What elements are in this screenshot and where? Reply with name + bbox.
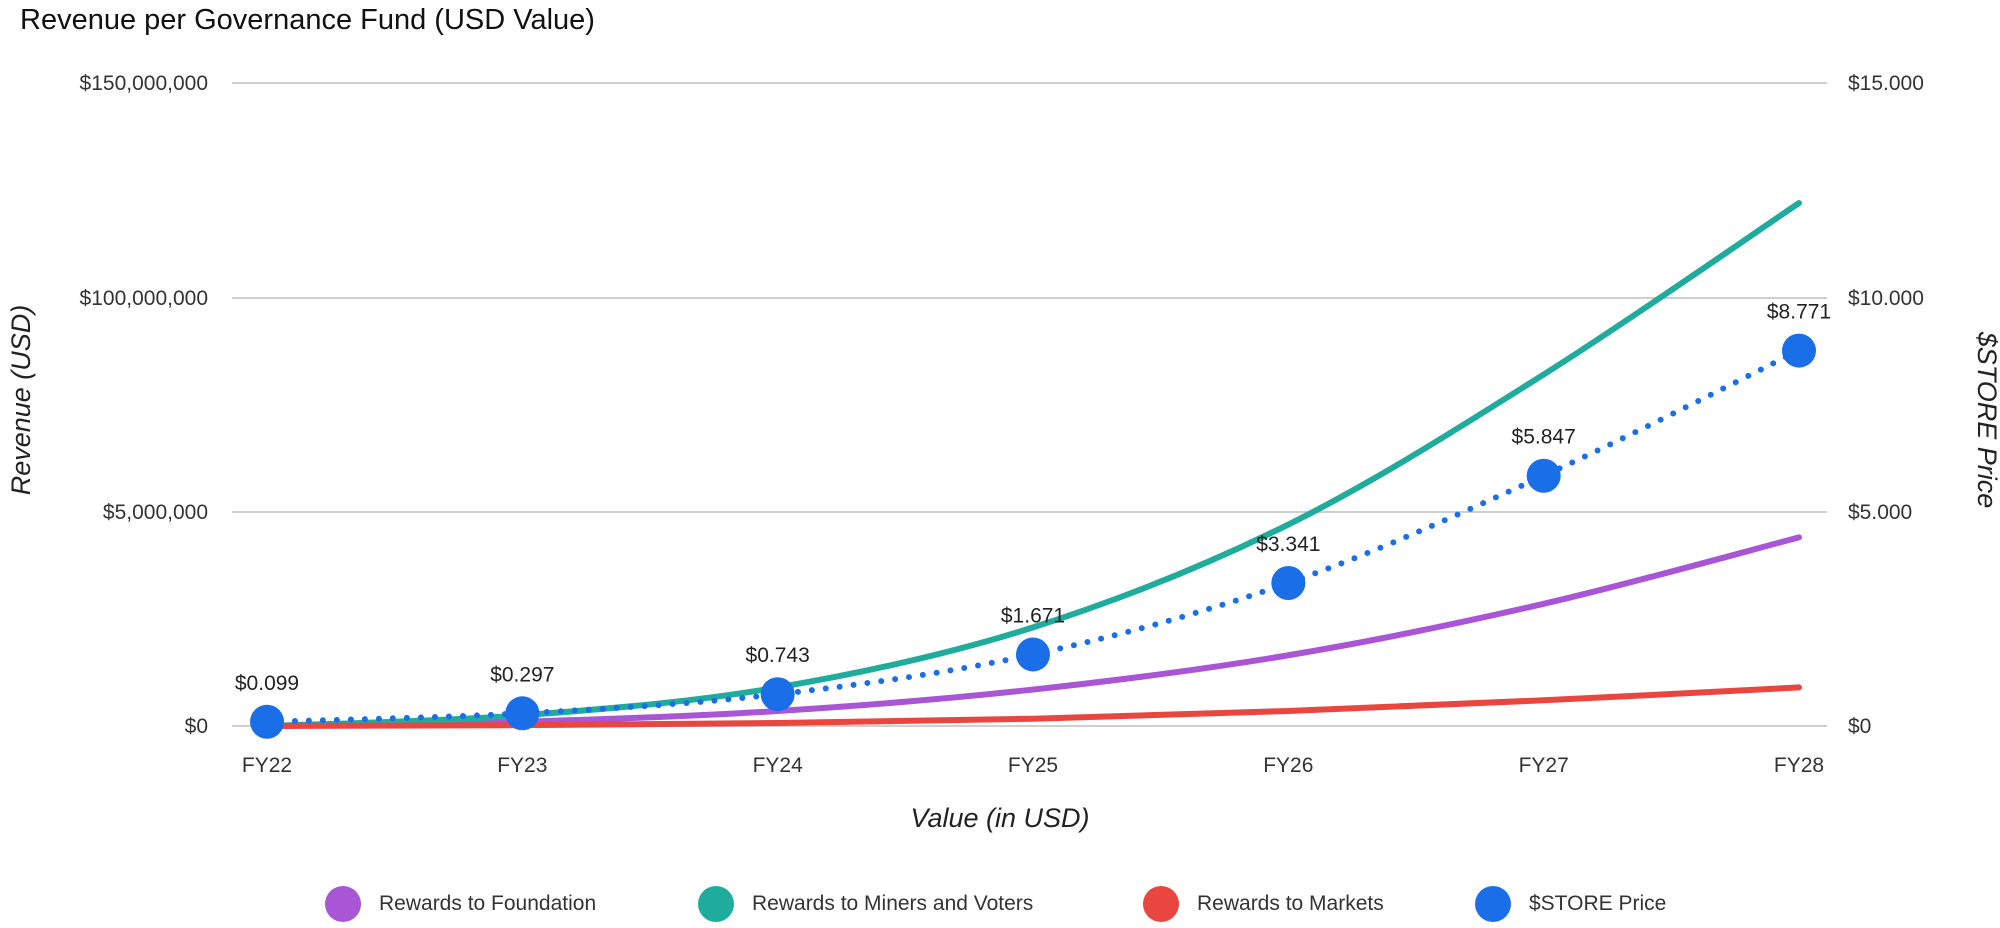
- x-tick-label: FY26: [1263, 754, 1313, 777]
- price-marker: [505, 696, 540, 731]
- legend-item: Rewards to Markets: [1143, 886, 1384, 922]
- legend-item: $STORE Price: [1475, 886, 1666, 922]
- legend-swatch: [698, 886, 734, 922]
- price-marker: [1271, 566, 1306, 601]
- chart-svg: $0$5,000,000$100,000,000$150,000,000 $0$…: [6, 72, 2000, 833]
- price-data-label: $0.297: [490, 663, 554, 686]
- y2-tick-label: $10.000: [1848, 287, 1924, 310]
- right-axis-ticks: $0 $5.000 $10.000 $15.000: [1848, 72, 1924, 738]
- price-data-label: $5.847: [1512, 426, 1576, 449]
- y-tick-label: $150,000,000: [80, 72, 208, 95]
- y-tick-label: $5,000,000: [103, 501, 208, 524]
- legend-label: $STORE Price: [1529, 892, 1667, 915]
- y2-tick-label: $0: [1848, 715, 1871, 738]
- price-marker: [760, 677, 795, 712]
- legend-item: Rewards to Miners and Voters: [698, 886, 1033, 922]
- legend-swatch: [1475, 886, 1511, 922]
- price-data-label: $3.341: [1256, 533, 1320, 556]
- legend-item: Rewards to Foundation: [325, 886, 596, 922]
- chart-title: Revenue per Governance Fund (USD Value): [20, 4, 595, 36]
- y-axis-title: Revenue (USD): [6, 305, 36, 496]
- x-axis-ticks: FY22 FY23 FY24 FY25 FY26 FY27 FY28: [242, 754, 1824, 777]
- price-marker: [1782, 333, 1816, 368]
- left-axis-ticks: $0 $5,000,000 $100,000,000 $150,000,000: [80, 72, 208, 738]
- x-tick-label: FY23: [497, 754, 547, 777]
- price-marker: [1016, 637, 1050, 672]
- y2-tick-label: $5.000: [1848, 501, 1912, 524]
- legend-label: Rewards to Miners and Voters: [752, 892, 1034, 915]
- y2-axis-title: $STORE Price: [1972, 331, 2000, 509]
- y-tick-label: $0: [185, 715, 208, 738]
- price-markers: [250, 333, 1816, 739]
- x-tick-label: FY24: [753, 754, 804, 777]
- y-tick-label: $100,000,000: [80, 287, 208, 310]
- legend-label: Rewards to Markets: [1197, 892, 1384, 915]
- price-data-label: $0.743: [746, 644, 810, 667]
- price-labels: $0.099 $0.297 $0.743 $1.671 $3.341 $5.847 $8.7…: [235, 301, 1831, 695]
- legend: Rewards to Foundation Rewards to Miners a…: [0, 880, 2000, 928]
- price-marker: [1526, 458, 1561, 493]
- legend-swatch: [1143, 886, 1179, 922]
- x-axis-title: Value (in USD): [910, 803, 1089, 833]
- x-tick-label: FY28: [1774, 754, 1824, 777]
- y2-tick-label: $15.000: [1848, 72, 1924, 95]
- price-marker: [250, 704, 284, 739]
- x-tick-label: FY25: [1008, 754, 1058, 777]
- legend-swatch: [325, 886, 361, 922]
- price-data-label: $1.671: [1001, 604, 1065, 627]
- legend-label: Rewards to Foundation: [379, 892, 597, 915]
- price-data-label: $0.099: [235, 672, 299, 695]
- price-data-label: $8.771: [1767, 301, 1831, 324]
- x-tick-label: FY27: [1519, 754, 1569, 777]
- x-tick-label: FY22: [242, 754, 292, 777]
